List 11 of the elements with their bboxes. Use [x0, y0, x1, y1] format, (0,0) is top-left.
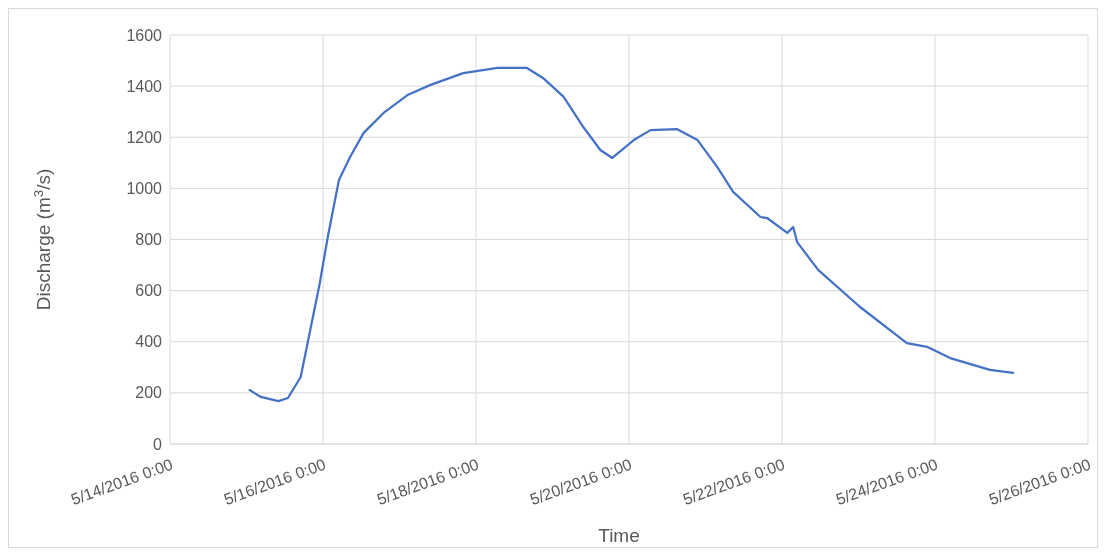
- y-tick-label: 400: [135, 333, 163, 351]
- y-tick-label: 1600: [126, 26, 163, 44]
- y-tick-label: 1000: [126, 179, 163, 197]
- x-axis-title: Time: [598, 525, 640, 546]
- y-tick-label: 1200: [126, 128, 163, 146]
- y-tick-label: 1400: [126, 77, 163, 95]
- y-tick-label: 0: [153, 435, 163, 453]
- y-tick-label: 800: [135, 231, 163, 249]
- line-series: [248, 66, 1015, 403]
- y-tick-label: 600: [135, 282, 163, 300]
- y-tick-label: 200: [135, 384, 163, 402]
